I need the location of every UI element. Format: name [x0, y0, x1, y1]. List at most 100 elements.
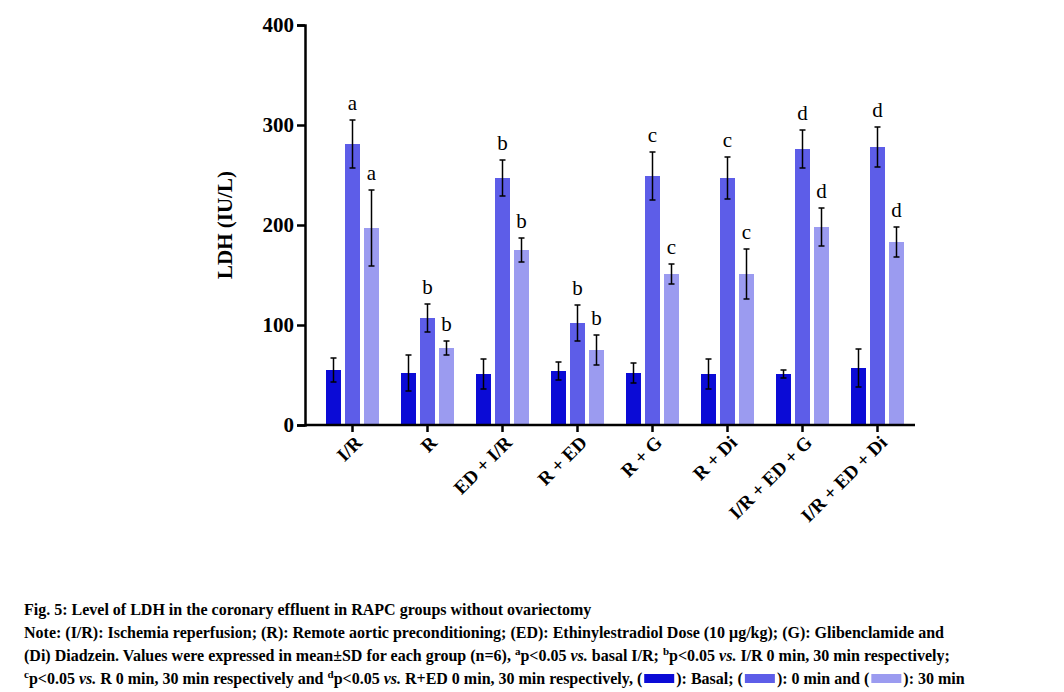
error-bar-stem: [408, 355, 410, 391]
error-bar-cap: [331, 381, 337, 383]
y-axis: 0100200300400: [263, 13, 306, 437]
significance-label: d: [797, 101, 808, 125]
error-bar: [706, 359, 712, 389]
error-bar-stem: [746, 249, 748, 299]
y-tick-label: 300: [263, 113, 295, 137]
bar: [645, 176, 660, 425]
note-text: p<0.05: [520, 647, 570, 665]
error-bar-cap: [744, 298, 750, 300]
error-bar-stem: [783, 370, 785, 378]
significance-label: c: [723, 128, 732, 152]
x-tick: R: [416, 425, 441, 456]
error-bar-cap: [350, 167, 356, 169]
y-tick-mark: [297, 324, 305, 327]
error-bar-cap: [575, 304, 581, 306]
error-bar: [406, 355, 412, 391]
error-bar-cap: [706, 388, 712, 390]
error-bar: [669, 264, 675, 284]
error-bar-cap: [725, 156, 731, 158]
error-bar-cap: [800, 129, 806, 131]
error-bar-stem: [371, 190, 373, 266]
y-tick-mark: [297, 224, 305, 227]
error-bar: [744, 249, 750, 299]
significance-label: c: [648, 123, 657, 147]
note-text: R+ED 0 min, 30 min respectively, (: [401, 670, 642, 688]
error-bar-stem: [708, 359, 710, 389]
error-bar-cap: [875, 126, 881, 128]
error-bar-stem: [802, 130, 804, 168]
error-bar-cap: [331, 357, 337, 359]
bar: [889, 242, 904, 425]
x-tick: ED + I/R: [449, 425, 516, 498]
significance-label: b: [497, 131, 508, 155]
error-bar-stem: [896, 227, 898, 257]
x-axis-line: [305, 424, 915, 427]
error-bar-stem: [727, 157, 729, 199]
x-tick: R + Di: [689, 425, 741, 484]
error-bar-cap: [631, 382, 637, 384]
error-bar-cap: [556, 361, 562, 363]
error-bar: [594, 335, 600, 365]
note-text: vs.: [570, 647, 587, 664]
legend-label: 30 min: [918, 670, 965, 687]
error-bar-cap: [650, 199, 656, 201]
error-bar: [725, 157, 731, 199]
error-bar-cap: [781, 377, 787, 379]
legend-swatch: [644, 674, 674, 683]
y-axis-title: LDH (IU/L): [213, 171, 237, 279]
error-bar-cap: [669, 283, 675, 285]
significance-label: d: [872, 98, 883, 122]
error-bar-cap: [481, 388, 487, 390]
error-bar-cap: [556, 379, 562, 381]
x-tick-label: I/R: [333, 431, 367, 465]
error-bar-cap: [406, 390, 412, 392]
error-bar-cap: [369, 265, 375, 267]
error-bar-cap: [425, 331, 431, 333]
bars: [326, 120, 904, 425]
error-bar-stem: [577, 305, 579, 341]
error-bar-stem: [596, 335, 598, 365]
error-bar-cap: [819, 207, 825, 209]
error-bar-stem: [521, 238, 523, 262]
error-bar-cap: [800, 167, 806, 169]
error-bar-cap: [875, 166, 881, 168]
error-bar-cap: [519, 261, 525, 263]
error-bar-cap: [594, 334, 600, 336]
error-bar-cap: [819, 245, 825, 247]
significance-label: b: [572, 276, 583, 300]
caption-title: Fig. 5: Level of LDH in the coronary eff…: [24, 601, 591, 619]
note-text: p<0.05: [669, 647, 719, 665]
error-bar: [444, 341, 450, 355]
note-line: Note: (I/R): Ischemia reperfusion; (R): …: [24, 624, 944, 642]
error-bar: [575, 305, 581, 341]
legend-label: 0 min: [792, 670, 831, 687]
error-bar-cap: [500, 195, 506, 197]
significance-label: a: [348, 91, 358, 115]
error-bar: [425, 304, 431, 332]
error-bar-stem: [483, 359, 485, 389]
x-tick-mark: [576, 425, 579, 432]
error-bar-cap: [369, 189, 375, 191]
error-bar-cap: [706, 358, 712, 360]
bar: [514, 250, 529, 425]
error-bar: [519, 238, 525, 262]
y-tick-label: 400: [263, 13, 295, 37]
error-bar-stem: [877, 127, 879, 167]
error-bar-stem: [633, 363, 635, 383]
error-bar-cap: [444, 354, 450, 356]
bar: [495, 178, 510, 425]
y-tick: 0: [284, 413, 306, 437]
error-bar-cap: [631, 362, 637, 364]
significance-label: c: [742, 220, 751, 244]
x-tick-mark: [351, 425, 354, 432]
significance-labels: abbbccddabbbccdd: [348, 91, 902, 336]
bar: [776, 374, 791, 425]
error-bar-cap: [575, 340, 581, 342]
error-bar-stem: [558, 362, 560, 380]
error-bar-stem: [333, 358, 335, 382]
note-text: I/R 0 min, 30 min respectively;: [736, 647, 949, 665]
y-tick-label: 0: [284, 413, 295, 437]
x-tick-mark: [501, 425, 504, 432]
error-bar-cap: [894, 256, 900, 258]
x-tick-label: R + G: [617, 432, 667, 482]
